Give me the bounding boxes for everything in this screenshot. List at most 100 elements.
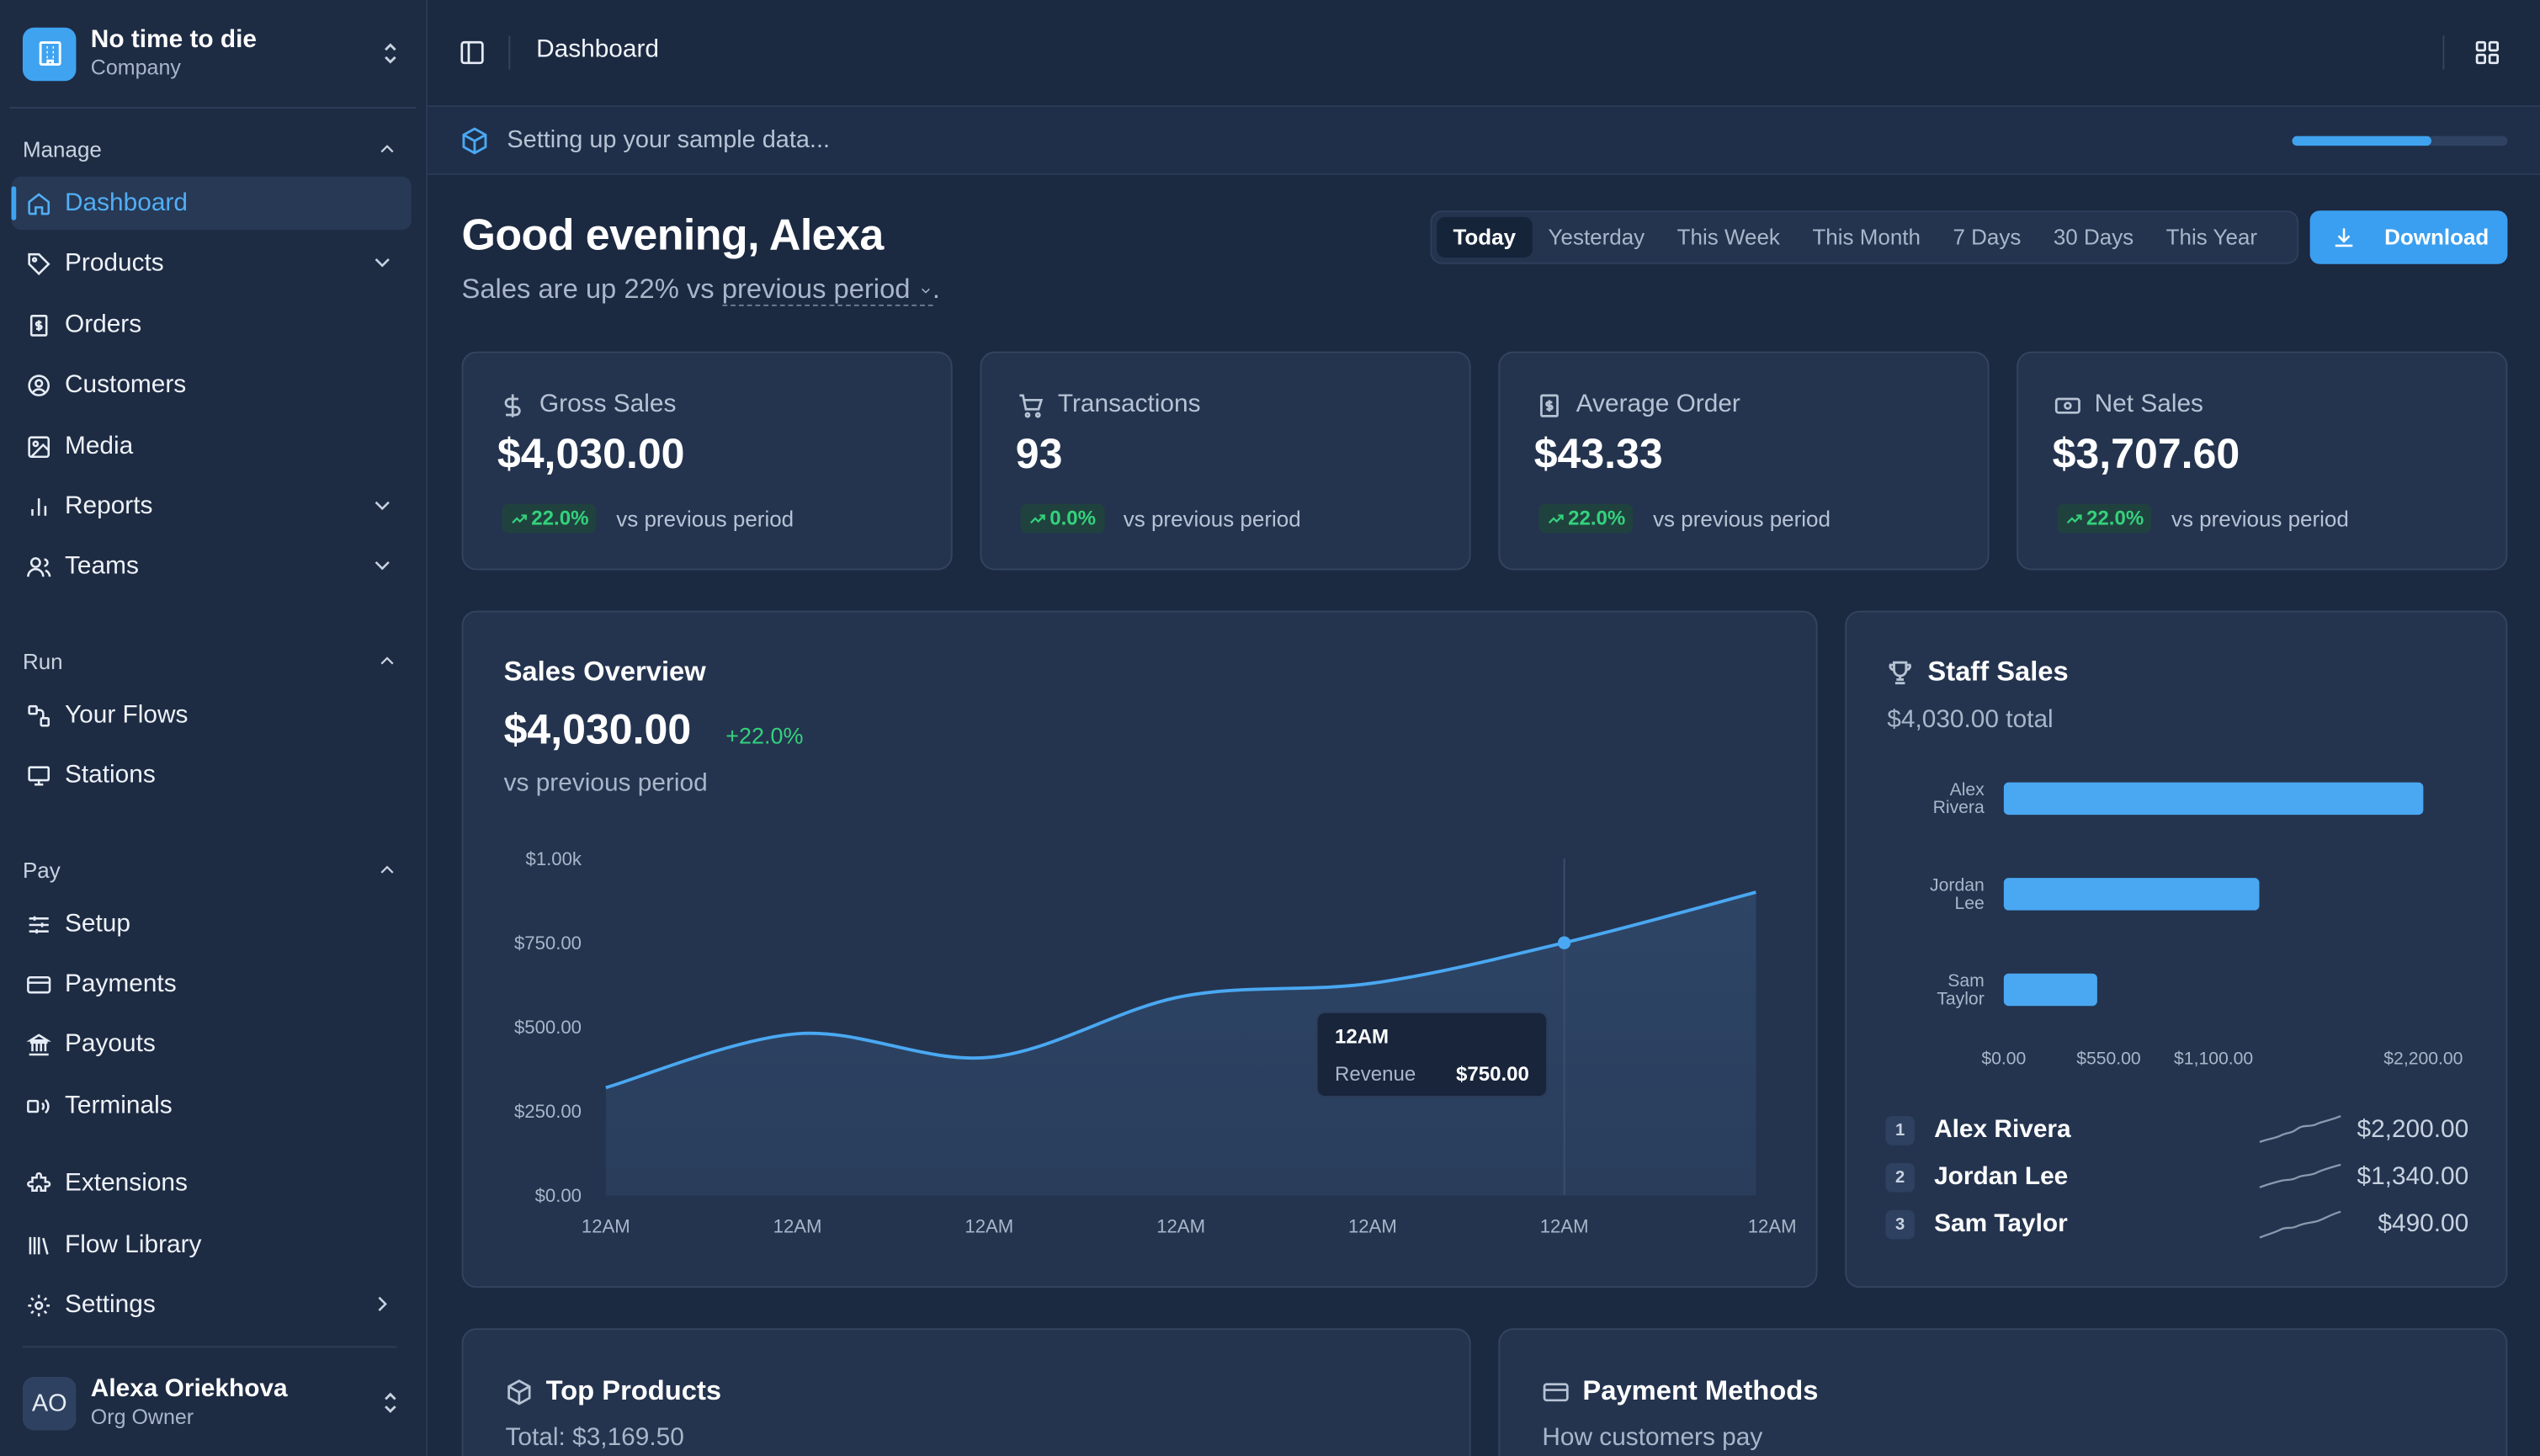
section-label: Run	[22, 648, 63, 673]
sparkline-icon	[2259, 1210, 2341, 1239]
sidebar-item-label: Dashboard	[64, 189, 188, 216]
sales-overview-change: +22.0%	[725, 722, 804, 749]
sidebar-item-label: Media	[64, 431, 134, 460]
tooltip-box	[1315, 1011, 1549, 1097]
sidebar-item-label: Setup	[64, 909, 130, 938]
user-menu[interactable]: AO Alexa Oriekhova Org Owner	[22, 1370, 405, 1435]
tooltip-time: 12AM	[1335, 1026, 1389, 1049]
stat-card-average-order: Average Order $43.33 22.0% vs previous pe…	[1498, 351, 1990, 571]
trend-up-icon	[1030, 513, 1045, 523]
download-label: Download	[2384, 225, 2490, 250]
sidebar-item-your-flows[interactable]: Your Flows	[11, 688, 411, 742]
staff-rank-row[interactable]: 1 Alex Rivera $2,200.00	[1885, 1109, 2468, 1151]
range-this-year[interactable]: This Year	[2165, 225, 2258, 250]
compare-text: vs previous period	[1123, 506, 1301, 531]
chevron-right-icon	[378, 1296, 387, 1311]
category-label: Sam	[1948, 971, 1985, 991]
range-yesterday[interactable]: Yesterday	[1548, 225, 1645, 250]
top-bar: Dashboard	[428, 0, 2540, 108]
change-value: 0.0%	[1049, 507, 1097, 530]
section-label: Pay	[22, 858, 61, 882]
category-label: Jordan	[1930, 876, 1985, 895]
x-tick-label: 12AM	[1748, 1216, 1797, 1237]
y-tick-label: $250.00	[514, 1101, 582, 1122]
category-label: Taylor	[1937, 989, 1984, 1008]
sidebar-item-label: Terminals	[64, 1091, 173, 1119]
staff-rank-row[interactable]: 3 Sam Taylor $490.00	[1885, 1204, 2468, 1246]
sidebar-item-teams[interactable]: Teams	[11, 539, 411, 593]
range-this-month[interactable]: This Month	[1812, 225, 1921, 250]
sidebar-toggle-icon[interactable]	[459, 39, 486, 66]
range-this-week[interactable]: This Week	[1677, 225, 1780, 250]
staff-value: $2,200.00	[2357, 1116, 2469, 1144]
sidebar-item-customers[interactable]: Customers	[11, 358, 411, 412]
sidebar-item-label: Stations	[64, 760, 156, 789]
sidebar-item-payouts[interactable]: Payouts	[11, 1018, 411, 1071]
trophy-icon	[1889, 661, 1911, 685]
org-name: No time to die	[90, 25, 258, 54]
y-tick-label: $0.00	[535, 1185, 582, 1206]
subtitle-text: Sales are up 22% vs	[461, 274, 722, 305]
chevron-up-icon	[380, 145, 394, 153]
hover-point	[1557, 936, 1571, 949]
change-value: 22.0%	[1568, 507, 1626, 530]
chevron-up-icon	[380, 656, 394, 665]
org-switcher[interactable]: No time to die Company	[22, 25, 405, 81]
sidebar-item-reports[interactable]: Reports	[11, 480, 411, 534]
receipt-icon	[1540, 393, 1559, 417]
bar-alex-rivera	[2003, 782, 2424, 816]
previous-period-dropdown[interactable]: previous period	[721, 274, 933, 306]
y-tick-label: $750.00	[514, 933, 582, 954]
compare-text: vs previous period	[1653, 506, 1831, 531]
download-button[interactable]: Download	[2309, 210, 2508, 264]
compare-text: vs previous period	[616, 506, 794, 531]
grid-icon[interactable]	[2474, 39, 2501, 66]
stat-label: Transactions	[1057, 390, 1201, 418]
box-icon	[462, 127, 487, 155]
cart-icon	[1019, 393, 1044, 417]
sidebar-item-payments[interactable]: Payments	[11, 957, 411, 1011]
sidebar-item-extensions[interactable]: Extensions	[11, 1156, 411, 1210]
stat-label: Gross Sales	[539, 390, 677, 418]
user-role: Org Owner	[90, 1404, 194, 1429]
x-tick-label: $2,200.00	[2383, 1049, 2463, 1069]
staff-rank-row[interactable]: 2 Jordan Lee $1,340.00	[1885, 1156, 2468, 1198]
x-tick-label: $550.00	[2076, 1049, 2140, 1069]
sales-overview-card: Sales Overview $4,030.00 +22.0% vs previ…	[461, 610, 1819, 1290]
compare-text: vs previous period	[2171, 506, 2349, 531]
page-title: Dashboard	[536, 35, 660, 64]
date-range-tabs: Today Yesterday This Week This Month 7 D…	[1430, 210, 2299, 264]
sparkline-icon	[2259, 1163, 2341, 1188]
bar-chart-icon	[24, 492, 52, 520]
sidebar-item-media[interactable]: Media	[11, 419, 411, 473]
banknote-icon	[2054, 396, 2080, 413]
range-30-days[interactable]: 30 Days	[2053, 225, 2134, 250]
top-products-card: Top Products Total: $3,169.50	[461, 1328, 1471, 1456]
x-tick-label: 12AM	[582, 1216, 630, 1237]
sidebar-item-settings[interactable]: Settings	[11, 1278, 411, 1332]
range-7-days[interactable]: 7 Days	[1953, 225, 2022, 250]
bar-jordan-lee	[2003, 878, 2260, 911]
stat-label: Net Sales	[2094, 390, 2203, 418]
section-manage[interactable]: Manage	[23, 133, 399, 165]
card-title: Sales Overview	[503, 656, 706, 688]
user-circle-icon	[24, 371, 52, 399]
bar-sam-taylor	[2003, 973, 2097, 1007]
section-run[interactable]: Run	[23, 645, 399, 677]
sidebar-item-orders[interactable]: Orders	[11, 298, 411, 352]
sidebar-item-flow-library[interactable]: Flow Library	[11, 1218, 411, 1272]
sidebar-item-products[interactable]: Products	[11, 236, 411, 290]
section-pay[interactable]: Pay	[23, 853, 399, 885]
sidebar-item-terminals[interactable]: Terminals	[11, 1079, 411, 1133]
sales-overview-value: $4,030.00	[503, 704, 692, 753]
sidebar-item-stations[interactable]: Stations	[11, 748, 411, 802]
sidebar-item-setup[interactable]: Setup	[11, 897, 411, 951]
range-today[interactable]: Today	[1437, 216, 1533, 258]
terminal-icon	[24, 1092, 52, 1119]
category-label: Alex	[1950, 780, 1985, 800]
flow-icon	[24, 701, 52, 729]
staff-name: Alex Rivera	[1934, 1116, 2071, 1144]
tag-icon	[24, 249, 52, 277]
sidebar-item-dashboard[interactable]: Dashboard	[11, 176, 412, 231]
